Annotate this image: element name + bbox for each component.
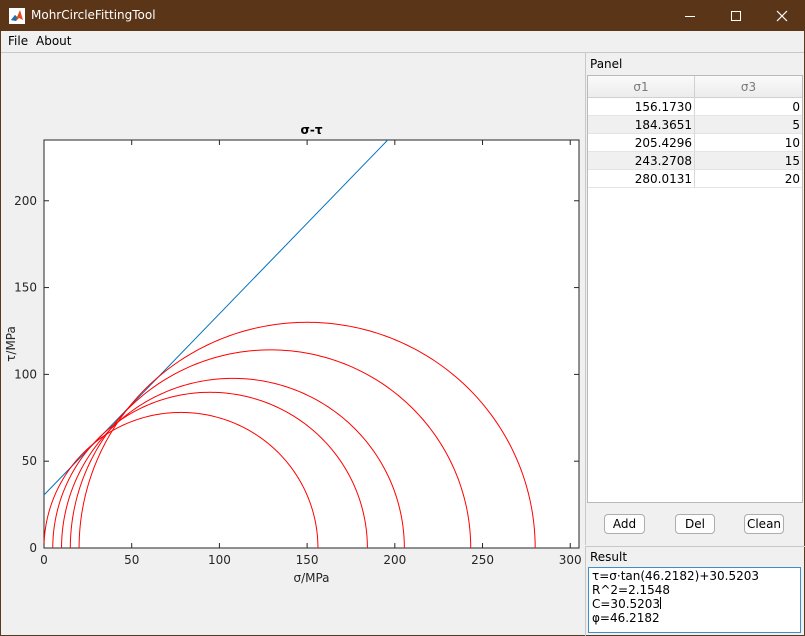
x-tick-label: 0 [40,553,48,567]
maximize-icon [731,10,741,21]
mohr-plot: 0 50 100 150 200 250 300 0 50 100 150 200 σ-τ σ/MPa… [4,123,582,585]
y-axis-label: τ/MPa [4,326,18,362]
menu-bar: File About [1,31,804,52]
matlab-icon [9,8,25,24]
x-tick-label: 250 [471,553,494,567]
result-textarea[interactable]: τ=σ·tan(46.2182)+30.5203 R^2=2.1548 C=30.5… [588,567,801,633]
result-equation: τ=σ·tan(46.2182)+30.5203 [592,569,760,583]
mohr-circle [43,411,319,549]
mohr-circle [61,377,405,549]
result-c: C=30.5203 [592,597,662,611]
x-tick-label: 100 [208,553,231,567]
button-row: Add Del Clean [586,503,805,545]
y-tick-label: 150 [14,281,37,295]
x-tick-label: 200 [383,553,406,567]
panel-title: Panel [590,57,623,71]
minimize-button[interactable] [667,0,713,31]
table-row[interactable]: 156.1730 0 [588,98,802,116]
result-r2: R^2=2.1548 [592,582,671,597]
result-panel: Result τ=σ·tan(46.2182)+30.5203 R^2=2.154… [585,546,805,636]
chart-title: σ-τ [301,123,323,137]
clean-button[interactable]: Clean [744,514,784,534]
table-cell[interactable]: 15 [695,152,802,170]
y-tick-label: 50 [22,454,37,468]
table-cell[interactable]: 5 [695,116,802,134]
plot-area[interactable] [43,139,580,549]
close-button[interactable] [759,0,805,31]
y-tick-label: 0 [29,541,37,555]
table-cell[interactable]: 184.3651 [588,116,695,134]
table-row[interactable]: 280.0131 20 [588,170,802,188]
table-cell[interactable]: 0 [695,98,802,116]
y-tick-label: 200 [14,194,37,208]
x-tick-label: 50 [124,553,139,567]
maximize-button[interactable] [713,0,759,31]
x-tick-label: 150 [296,553,319,567]
result-phi: φ=46.2182 [592,610,660,625]
table-cell[interactable]: 280.0131 [588,170,695,188]
del-button[interactable]: Del [675,514,715,534]
window-title: MohrCircleFittingTool [31,8,156,22]
x-axis-label: σ/MPa [293,571,329,585]
table-row[interactable]: 243.2708 15 [588,152,802,170]
table-row[interactable]: 205.4296 10 [588,134,802,152]
mohr-circle [78,321,536,549]
close-icon [776,10,788,21]
column-header-sigma1[interactable]: σ1 [588,76,695,98]
mohr-circle [69,349,472,549]
minimize-icon [685,15,695,17]
result-title: Result [590,550,628,564]
add-button[interactable]: Add [604,514,645,534]
menu-file[interactable]: File [8,34,29,48]
data-panel: Panel σ1 σ3 156.1730 0 184.3651 5 205.42… [585,53,805,545]
table-cell[interactable]: 243.2708 [588,152,695,170]
data-table[interactable]: σ1 σ3 156.1730 0 184.3651 5 205.4296 10 … [587,75,803,503]
table-cell[interactable]: 205.4296 [588,134,695,152]
table-cell[interactable]: 20 [695,170,802,188]
table-cell[interactable]: 156.1730 [588,98,695,116]
table-row[interactable]: 184.3651 5 [588,116,802,134]
table-cell[interactable]: 10 [695,134,802,152]
y-tick-label: 100 [14,367,37,381]
column-header-sigma3[interactable]: σ3 [695,76,802,98]
title-bar: MohrCircleFittingTool [0,0,805,31]
client-area: 0 50 100 150 200 250 300 0 50 100 150 200 σ-τ σ/MPa… [1,52,805,636]
text-caret [660,597,662,609]
menu-about[interactable]: About [36,34,72,48]
mohr-circle [52,391,368,549]
x-tick-label: 300 [559,553,582,567]
